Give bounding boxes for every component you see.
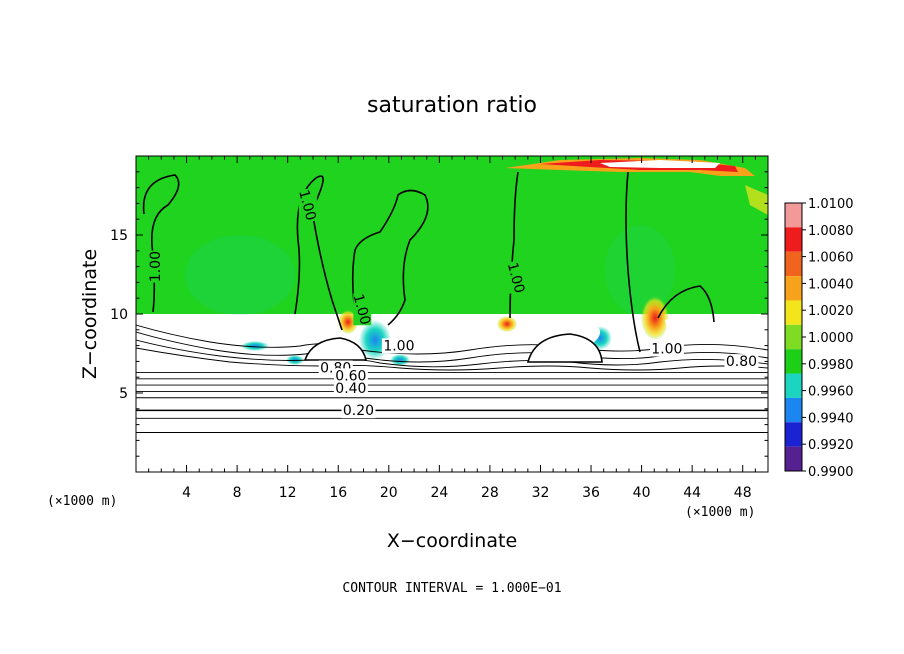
colorbar-swatch bbox=[785, 227, 802, 252]
colorbar-label: 1.0060 bbox=[808, 251, 854, 266]
coolspot bbox=[286, 355, 304, 365]
cool-shading bbox=[185, 235, 295, 315]
y-tick-label: 10 bbox=[110, 307, 128, 323]
colorbar-swatch bbox=[785, 324, 802, 350]
contour-label-bg bbox=[353, 293, 372, 326]
contour-label: 1.00 bbox=[350, 292, 374, 326]
colorbar-swatch bbox=[785, 276, 802, 301]
chart-title: saturation ratio bbox=[367, 93, 537, 118]
cloud-lobes bbox=[303, 333, 603, 363]
contour-label: 1.00 bbox=[148, 251, 164, 282]
clear-cell bbox=[400, 319, 490, 347]
clear-cell bbox=[665, 316, 716, 341]
coolspot bbox=[241, 341, 269, 351]
cool-shading bbox=[605, 225, 675, 315]
hotspot bbox=[497, 316, 517, 332]
x-tick-label: 44 bbox=[683, 485, 701, 501]
colorbar-label: 1.0040 bbox=[808, 277, 854, 292]
x-tick-label: 16 bbox=[329, 485, 347, 501]
flat-contours bbox=[136, 372, 768, 433]
colorbar-swatch bbox=[785, 373, 802, 398]
colorbar-label: 0.9920 bbox=[808, 438, 854, 453]
x-tick-label: 36 bbox=[582, 485, 600, 501]
contour-label-bg bbox=[724, 354, 759, 370]
x-tick-label: 20 bbox=[380, 485, 398, 501]
clear-cell bbox=[275, 321, 331, 344]
contour-label-bg bbox=[507, 261, 526, 294]
x-tick-label: 12 bbox=[279, 485, 297, 501]
x-axis-label: X−coordinate bbox=[387, 530, 517, 552]
x-tick-label: 48 bbox=[734, 485, 752, 501]
colorbar-label: 1.0080 bbox=[808, 224, 854, 239]
x-tick-label: 8 bbox=[233, 485, 242, 501]
y-tick-label: 5 bbox=[119, 386, 128, 402]
contour-label-bg bbox=[298, 188, 317, 221]
contour-1-00 bbox=[142, 171, 715, 353]
colorbar-swatch bbox=[785, 349, 802, 374]
contour-label-bg bbox=[381, 338, 416, 354]
clear-cell bbox=[136, 315, 219, 343]
x-unit-right: (×1000 m) bbox=[685, 505, 755, 520]
colorbar-label: 0.9960 bbox=[808, 385, 854, 400]
x-tick-label: 4 bbox=[182, 485, 191, 501]
colorbar-label: 1.0100 bbox=[808, 197, 854, 212]
contour-label-bg bbox=[341, 403, 376, 419]
colorbar-label: 1.0020 bbox=[808, 304, 854, 319]
contour-label-bg bbox=[333, 368, 368, 384]
colorbar-label: 0.9980 bbox=[808, 358, 854, 373]
y-tick-label: 15 bbox=[110, 228, 128, 244]
contour-label: 1.00 bbox=[295, 188, 319, 222]
colorbar-swatch bbox=[785, 397, 802, 423]
x-axis: 4 8 12 16 20 24 28 32 36 40 44 48 bbox=[148, 156, 756, 501]
colorbar-swatch bbox=[785, 446, 802, 471]
contour-label: 0.80 bbox=[726, 354, 757, 370]
x-tick-label: 28 bbox=[481, 485, 499, 501]
contour-label: 1.00 bbox=[383, 338, 414, 354]
colorbar-swatch bbox=[785, 422, 802, 447]
x-tick-label: 32 bbox=[532, 485, 550, 501]
x-unit-left: (×1000 m) bbox=[47, 494, 117, 509]
high-band-edge bbox=[745, 185, 768, 215]
colorbar-label: 1.0000 bbox=[808, 331, 854, 346]
contour-label-bg bbox=[333, 381, 368, 396]
contour-label-bg bbox=[649, 341, 684, 357]
hotspot bbox=[641, 296, 669, 340]
x-tick-label: 24 bbox=[430, 485, 448, 501]
y-axis: 5 10 15 bbox=[110, 171, 768, 457]
colorbar-swatch bbox=[785, 203, 802, 228]
coolspot bbox=[390, 354, 410, 366]
colorbar-label: 0.9940 bbox=[808, 411, 854, 426]
colorbar: 1.0100 1.0080 1.0060 1.0040 1.0020 1.0000 0.99… bbox=[784, 197, 854, 480]
x-tick-label: 40 bbox=[633, 485, 651, 501]
colorbar-label: 0.9900 bbox=[808, 465, 854, 480]
hotspot bbox=[338, 310, 358, 334]
contour-label: 0.40 bbox=[335, 381, 366, 397]
contour-labels: 1.001.001.001.001.001.000.800.800.600.40… bbox=[145, 188, 759, 419]
contour-label: 0.60 bbox=[335, 368, 366, 384]
colorbar-swatch bbox=[785, 251, 802, 277]
high-band-white bbox=[600, 160, 720, 168]
contour-interval-note: CONTOUR INTERVAL = 1.000E−01 bbox=[342, 581, 561, 596]
colorbar-swatch bbox=[785, 300, 802, 325]
contour-label-bg bbox=[145, 250, 164, 283]
contour-label: 1.00 bbox=[651, 342, 682, 358]
y-axis-label: Z−coordinate bbox=[79, 249, 101, 379]
contour-label: 0.20 bbox=[343, 403, 374, 419]
contour-label: 1.00 bbox=[504, 261, 528, 295]
plot-area bbox=[136, 156, 768, 472]
